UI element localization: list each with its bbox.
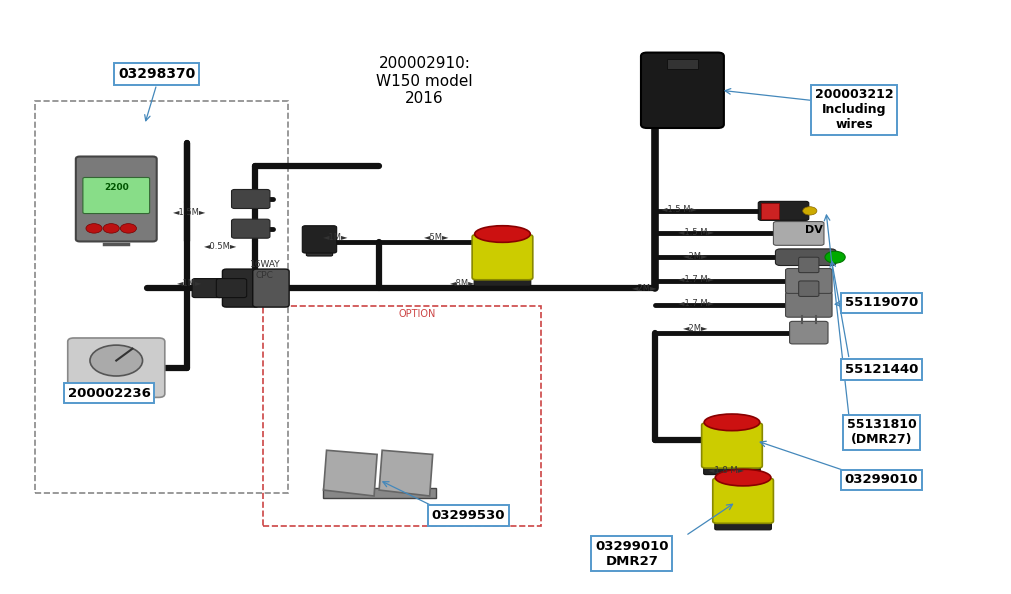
FancyBboxPatch shape xyxy=(323,488,436,498)
FancyBboxPatch shape xyxy=(216,279,247,298)
Text: 200003212
Including
wires: 200003212 Including wires xyxy=(815,89,894,131)
Text: ◄2M►: ◄2M► xyxy=(682,324,709,333)
FancyBboxPatch shape xyxy=(83,178,150,213)
FancyBboxPatch shape xyxy=(715,514,771,530)
Circle shape xyxy=(120,223,136,233)
FancyBboxPatch shape xyxy=(761,203,779,219)
FancyBboxPatch shape xyxy=(713,478,773,523)
Text: 16WAY
CPC: 16WAY CPC xyxy=(250,260,280,280)
Circle shape xyxy=(86,223,102,233)
FancyBboxPatch shape xyxy=(775,249,836,266)
FancyBboxPatch shape xyxy=(474,271,531,286)
FancyBboxPatch shape xyxy=(799,281,819,296)
Text: 200002910:
W150 model
2016: 200002910: W150 model 2016 xyxy=(376,56,473,106)
Text: 55119070: 55119070 xyxy=(845,296,918,309)
Circle shape xyxy=(825,251,845,263)
Text: 200002236: 200002236 xyxy=(68,387,151,400)
Text: 03299010: 03299010 xyxy=(845,473,918,486)
Text: ◄0.5M►: ◄0.5M► xyxy=(203,242,238,251)
FancyBboxPatch shape xyxy=(773,222,824,245)
FancyBboxPatch shape xyxy=(790,321,828,344)
Text: ◄1.7 M►: ◄1.7 M► xyxy=(677,275,714,285)
Ellipse shape xyxy=(704,414,760,431)
Ellipse shape xyxy=(716,469,771,486)
Text: 03299530: 03299530 xyxy=(432,509,504,522)
Text: 55121440: 55121440 xyxy=(845,363,918,376)
FancyBboxPatch shape xyxy=(253,269,289,307)
Text: DV: DV xyxy=(805,226,823,235)
Polygon shape xyxy=(379,450,433,496)
Text: ◄1.5 M►: ◄1.5 M► xyxy=(661,204,698,214)
Text: ◄2M►: ◄2M► xyxy=(632,283,658,293)
Text: ◄1M►: ◄1M► xyxy=(177,279,203,289)
FancyBboxPatch shape xyxy=(799,257,819,273)
FancyBboxPatch shape xyxy=(472,235,533,280)
Text: ◄8M►: ◄8M► xyxy=(450,279,476,289)
FancyBboxPatch shape xyxy=(786,268,832,293)
FancyBboxPatch shape xyxy=(222,269,259,307)
FancyBboxPatch shape xyxy=(702,423,762,468)
FancyBboxPatch shape xyxy=(68,338,165,397)
Text: ◄1.5M►: ◄1.5M► xyxy=(173,208,207,217)
Text: ◄2M►: ◄2M► xyxy=(682,251,709,261)
Text: ◄1.5 M►: ◄1.5 M► xyxy=(677,228,714,237)
Text: OPTION: OPTION xyxy=(399,309,436,318)
Text: ◄1.7 M►: ◄1.7 M► xyxy=(677,299,714,308)
Text: 03299010
DMR27: 03299010 DMR27 xyxy=(595,539,668,568)
Circle shape xyxy=(103,223,119,233)
FancyBboxPatch shape xyxy=(667,59,698,69)
Text: ◄5M►: ◄5M► xyxy=(424,233,450,242)
FancyBboxPatch shape xyxy=(76,156,157,241)
FancyBboxPatch shape xyxy=(704,459,760,475)
Text: ◄1.8 M►: ◄1.8 M► xyxy=(708,466,744,475)
Text: 03298370: 03298370 xyxy=(118,67,195,81)
Circle shape xyxy=(90,345,143,376)
FancyBboxPatch shape xyxy=(232,219,270,238)
FancyBboxPatch shape xyxy=(306,247,333,256)
Ellipse shape xyxy=(475,226,530,242)
Text: 2200: 2200 xyxy=(104,182,128,192)
FancyBboxPatch shape xyxy=(192,279,222,298)
FancyBboxPatch shape xyxy=(302,226,337,253)
FancyBboxPatch shape xyxy=(786,292,832,317)
FancyBboxPatch shape xyxy=(641,53,724,128)
Circle shape xyxy=(803,207,817,215)
Polygon shape xyxy=(324,450,377,496)
FancyBboxPatch shape xyxy=(758,201,809,220)
Text: 55131810
(DMR27): 55131810 (DMR27) xyxy=(847,418,916,447)
Text: ◄1M►: ◄1M► xyxy=(323,233,349,242)
FancyBboxPatch shape xyxy=(232,189,270,208)
